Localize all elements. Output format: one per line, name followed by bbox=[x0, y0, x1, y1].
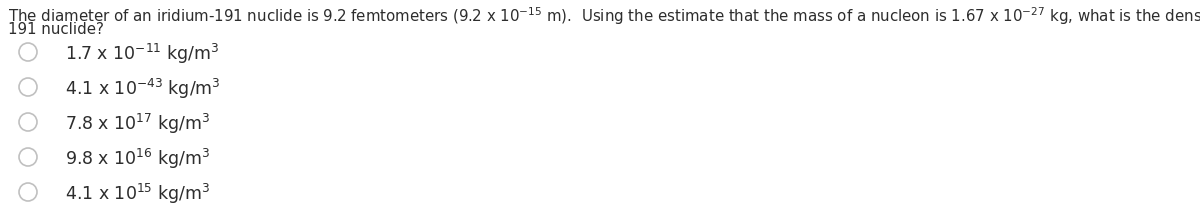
Text: 1.7 x 10$^{-11}$ kg/m$^{3}$: 1.7 x 10$^{-11}$ kg/m$^{3}$ bbox=[65, 42, 220, 66]
Text: 7.8 x 10$^{17}$ kg/m$^{3}$: 7.8 x 10$^{17}$ kg/m$^{3}$ bbox=[65, 112, 210, 136]
Text: 9.8 x 10$^{16}$ kg/m$^{3}$: 9.8 x 10$^{16}$ kg/m$^{3}$ bbox=[65, 147, 210, 171]
Text: The diameter of an iridium-191 nuclide is 9.2 femtometers (9.2 x 10$^{-15}$ m). : The diameter of an iridium-191 nuclide i… bbox=[8, 5, 1200, 27]
Text: 4.1 x 10$^{15}$ kg/m$^{3}$: 4.1 x 10$^{15}$ kg/m$^{3}$ bbox=[65, 182, 210, 206]
Text: 4.1 x 10$^{-43}$ kg/m$^{3}$: 4.1 x 10$^{-43}$ kg/m$^{3}$ bbox=[65, 77, 221, 101]
Text: 191 nuclide?: 191 nuclide? bbox=[8, 22, 104, 37]
